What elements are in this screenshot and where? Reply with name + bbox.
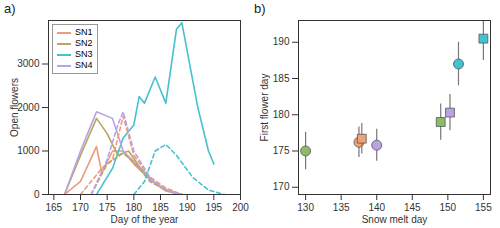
html-text:SN3: SN3 [75,49,93,59]
svg-text:2000: 2000 [17,102,40,113]
svg-text:185: 185 [273,73,290,84]
svg-text:First flower day: First flower day [259,74,270,142]
svg-text:150: 150 [439,202,456,213]
svg-text:140: 140 [368,202,385,213]
svg-text:200: 200 [232,202,249,213]
svg-text:190: 190 [179,202,196,213]
svg-text:195: 195 [205,202,222,213]
svg-text:185: 185 [152,202,169,213]
html-text:SN1: SN1 [75,27,93,37]
svg-text:145: 145 [404,202,421,213]
svg-text:Day of the year: Day of the year [111,214,179,225]
html-text:b): b) [254,1,266,16]
svg-text:135: 135 [333,202,350,213]
html-text:a): a) [4,1,16,16]
svg-text:175: 175 [273,145,290,156]
svg-text:0: 0 [34,189,40,200]
html-text:SN4: SN4 [75,60,93,70]
svg-text:180: 180 [273,109,290,120]
svg-text:1000: 1000 [17,145,40,156]
svg-text:170: 170 [273,181,290,192]
svg-text:130: 130 [297,202,314,213]
svg-text:Snow melt day: Snow melt day [362,214,428,225]
html-text:SN2: SN2 [75,38,93,48]
svg-text:180: 180 [125,202,142,213]
svg-text:165: 165 [45,202,62,213]
svg-text:155: 155 [475,202,492,213]
svg-text:3000: 3000 [17,58,40,69]
svg-text:190: 190 [273,36,290,47]
svg-text:175: 175 [99,202,116,213]
svg-text:Open flowers: Open flowers [9,78,20,137]
svg-text:170: 170 [72,202,89,213]
